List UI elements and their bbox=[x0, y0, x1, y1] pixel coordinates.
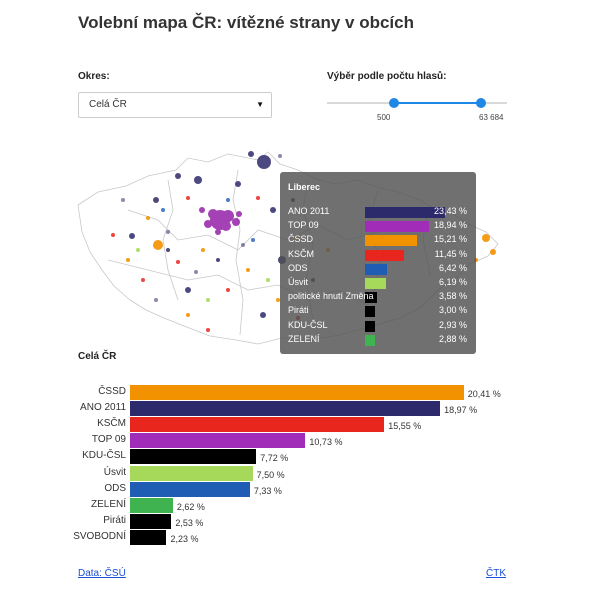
tooltip-bar bbox=[365, 221, 430, 233]
tooltip-municipality: Liberec ANO 2011 23,43 % TOP 09 18,94 % ČSSD… bbox=[280, 172, 476, 354]
czech-municipalities-map[interactable] bbox=[68, 140, 508, 355]
slider-max-value: 63 684 bbox=[479, 113, 504, 122]
tooltip-party-value: 15,21 % bbox=[433, 234, 467, 245]
tooltip-party-name: politické hnutí Změna bbox=[288, 291, 374, 302]
tooltip-party-value: 3,58 % bbox=[438, 291, 467, 302]
chart-section-title: Celá ČR bbox=[78, 351, 117, 362]
tooltip-party-value: 11,45 % bbox=[434, 248, 467, 259]
bar-value-label: 7,33 % bbox=[253, 485, 282, 496]
tooltip-bar bbox=[365, 263, 387, 275]
bar-category-label: Úsvit bbox=[103, 466, 126, 478]
tooltip-row: KDU-ČSL 2,93 % bbox=[288, 320, 473, 333]
tooltip-row: ČSSD 15,21 % bbox=[288, 234, 473, 247]
vote-count-slider-range bbox=[394, 102, 481, 104]
ctk-link[interactable]: ČTK bbox=[486, 568, 506, 579]
tooltip-party-name: KDU-ČSL bbox=[288, 319, 328, 330]
bar-row: KDU-ČSL 7,72 % bbox=[0, 449, 600, 465]
tooltip-row: ANO 2011 23,43 % bbox=[288, 206, 473, 219]
tooltip-party-name: ODS bbox=[288, 262, 308, 273]
bar-value-label: 10,73 % bbox=[309, 437, 343, 448]
bar-category-label: Piráti bbox=[103, 514, 126, 526]
data-source-link[interactable]: Data: ČSÚ bbox=[78, 568, 126, 579]
tooltip-title: Liberec bbox=[288, 182, 321, 192]
bar[interactable] bbox=[130, 529, 167, 545]
bar-row: SVOBODNÍ 2,23 % bbox=[0, 529, 600, 546]
page-title: Volební mapa ČR: vítězné strany v obcích bbox=[78, 13, 414, 32]
bar-row: ANO 2011 18,97 % bbox=[0, 401, 600, 417]
tooltip-bar bbox=[365, 320, 375, 332]
chevron-down-icon: ▼ bbox=[256, 100, 264, 109]
bar-row: KSČM 15,55 % bbox=[0, 417, 600, 433]
tooltip-party-name: ANO 2011 bbox=[288, 206, 330, 216]
bar-value-label: 2,62 % bbox=[176, 501, 205, 512]
tooltip-party-value: 6,42 % bbox=[438, 262, 467, 273]
tooltip-row: Úsvit 6,19 % bbox=[288, 277, 473, 290]
bar-value-label: 20,41 % bbox=[467, 389, 501, 399]
tooltip-party-name: KSČM bbox=[288, 248, 315, 259]
bar-category-label: KSČM bbox=[97, 418, 126, 430]
slider-min-handle[interactable] bbox=[389, 98, 399, 108]
tooltip-row: ZELENÍ 2,88 % bbox=[288, 334, 473, 347]
tooltip-party-name: Úsvit bbox=[288, 277, 308, 287]
bar-category-label: KDU-ČSL bbox=[82, 450, 126, 462]
tooltip-bar bbox=[365, 249, 404, 261]
bar-row: TOP 09 10,73 % bbox=[0, 433, 600, 449]
tooltip-party-name: ČSSD bbox=[288, 234, 314, 245]
bar[interactable] bbox=[130, 481, 250, 497]
okres-select[interactable]: Celá ČR ▼ bbox=[78, 92, 272, 118]
tooltip-party-name: TOP 09 bbox=[288, 220, 319, 231]
bar[interactable] bbox=[130, 433, 306, 449]
bar-category-label: ODS bbox=[104, 482, 126, 494]
bar-category-label: ČSSD bbox=[98, 386, 126, 397]
tooltip-party-value: 2,88 % bbox=[438, 333, 467, 344]
bar-value-label: 15,55 % bbox=[388, 421, 422, 432]
bar-value-label: 7,50 % bbox=[256, 469, 285, 480]
bar-row: ČSSD 20,41 % bbox=[0, 385, 600, 401]
bar[interactable] bbox=[130, 497, 173, 513]
bar[interactable] bbox=[130, 449, 257, 465]
vote-count-slider-label: Výběr podle počtu hlasů: bbox=[327, 71, 447, 82]
bar-value-label: 2,53 % bbox=[175, 517, 204, 528]
tooltip-bar bbox=[365, 207, 445, 218]
okres-selected-value: Celá ČR bbox=[89, 99, 127, 110]
bar[interactable] bbox=[130, 465, 253, 481]
tooltip-bar bbox=[365, 306, 376, 318]
tooltip-row: ODS 6,42 % bbox=[288, 263, 473, 276]
tooltip-bar bbox=[365, 292, 378, 304]
bar[interactable] bbox=[130, 513, 172, 529]
slider-min-value: 500 bbox=[377, 113, 391, 122]
bar-row: ZELENÍ 2,62 % bbox=[0, 497, 600, 514]
bar[interactable] bbox=[130, 417, 385, 433]
bar-value-label: 18,97 % bbox=[444, 405, 478, 416]
tooltip-party-value: 23,43 % bbox=[433, 206, 467, 216]
tooltip-bar bbox=[365, 334, 375, 346]
tooltip-party-value: 18,94 % bbox=[433, 220, 467, 231]
bar-value-label: 7,72 % bbox=[260, 453, 289, 464]
bar-category-label: SVOBODNÍ bbox=[73, 530, 126, 542]
tooltip-party-name: ZELENÍ bbox=[288, 333, 320, 344]
tooltip-bar bbox=[365, 278, 387, 289]
okres-label: Okres: bbox=[78, 71, 110, 82]
tooltip-party-value: 6,19 % bbox=[438, 277, 467, 287]
slider-max-handle[interactable] bbox=[476, 98, 486, 108]
bar-category-label: TOP 09 bbox=[91, 434, 126, 446]
tooltip-party-value: 3,00 % bbox=[438, 305, 467, 316]
bar-category-label: ANO 2011 bbox=[80, 402, 126, 414]
tooltip-row: Piráti 3,00 % bbox=[288, 305, 473, 318]
bar[interactable] bbox=[130, 385, 464, 400]
bar-value-label: 2,23 % bbox=[170, 533, 199, 544]
tooltip-row: KSČM 11,45 % bbox=[288, 249, 473, 262]
tooltip-party-value: 2,93 % bbox=[438, 319, 467, 330]
tooltip-row: TOP 09 18,94 % bbox=[288, 220, 473, 233]
tooltip-bar bbox=[365, 235, 417, 247]
tooltip-party-name: Piráti bbox=[288, 305, 309, 316]
tooltip-row: politické hnutí Změna 3,58 % bbox=[288, 291, 473, 304]
bar[interactable] bbox=[130, 401, 441, 417]
bar-row: Piráti 2,53 % bbox=[0, 513, 600, 530]
bar-row: ODS 7,33 % bbox=[0, 481, 600, 498]
bar-category-label: ZELENÍ bbox=[90, 498, 126, 510]
bar-row: Úsvit 7,50 % bbox=[0, 465, 600, 482]
